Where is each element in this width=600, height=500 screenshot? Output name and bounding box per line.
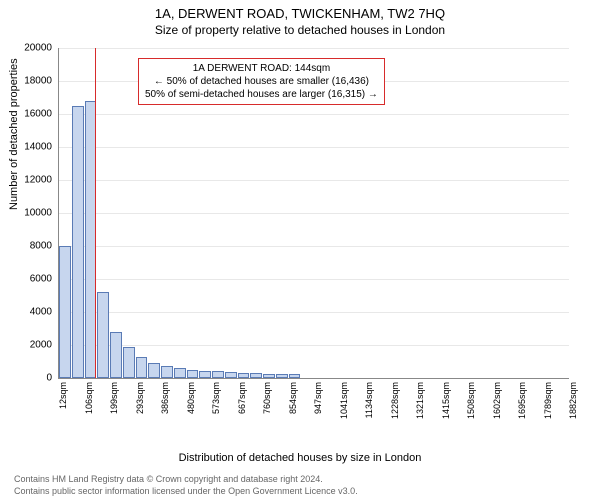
xtick-label: 1882sqm <box>568 382 578 419</box>
footer-line-2: Contains public sector information licen… <box>14 486 358 496</box>
xtick-label: 1695sqm <box>517 382 527 419</box>
histogram-bar <box>161 366 173 378</box>
xtick-label: 293sqm <box>135 382 145 414</box>
ytick-label: 12000 <box>12 175 52 186</box>
histogram-bar <box>199 371 211 378</box>
xtick-label: 1041sqm <box>339 382 349 419</box>
histogram-bar <box>238 373 250 378</box>
ytick-label: 6000 <box>12 274 52 285</box>
histogram-bar <box>225 372 237 378</box>
xtick-label: 573sqm <box>211 382 221 414</box>
histogram-bar <box>174 368 186 378</box>
xtick-label: 12sqm <box>58 382 68 409</box>
xtick-label: 480sqm <box>186 382 196 414</box>
xtick-label: 386sqm <box>160 382 170 414</box>
xtick-label: 854sqm <box>288 382 298 414</box>
grid-line <box>59 345 569 346</box>
xtick-label: 947sqm <box>313 382 323 414</box>
ytick-label: 16000 <box>12 109 52 120</box>
histogram-bar <box>276 374 288 378</box>
histogram-bar <box>263 374 275 378</box>
xtick-label: 1508sqm <box>466 382 476 419</box>
xtick-label: 760sqm <box>262 382 272 414</box>
histogram-bar <box>289 374 301 378</box>
xtick-label: 1602sqm <box>492 382 502 419</box>
ytick-label: 8000 <box>12 241 52 252</box>
histogram-bar <box>250 373 262 378</box>
histogram-bar <box>212 371 224 378</box>
footer-line-1: Contains HM Land Registry data © Crown c… <box>14 474 323 484</box>
xtick-label: 667sqm <box>237 382 247 414</box>
histogram-bar <box>136 357 148 378</box>
grid-line <box>59 213 569 214</box>
histogram-bar <box>72 106 84 378</box>
grid-line <box>59 114 569 115</box>
annotation-line-1: 1A DERWENT ROAD: 144sqm <box>145 62 378 75</box>
grid-line <box>59 246 569 247</box>
ytick-label: 14000 <box>12 142 52 153</box>
xtick-label: 106sqm <box>84 382 94 414</box>
grid-line <box>59 279 569 280</box>
ytick-label: 20000 <box>12 43 52 54</box>
main-title: 1A, DERWENT ROAD, TWICKENHAM, TW2 7HQ <box>0 0 600 21</box>
histogram-bar <box>187 370 199 378</box>
annotation-box: 1A DERWENT ROAD: 144sqm ← 50% of detache… <box>138 58 385 105</box>
chart-container: 1A, DERWENT ROAD, TWICKENHAM, TW2 7HQ Si… <box>0 0 600 500</box>
chart-area: 1A DERWENT ROAD: 144sqm ← 50% of detache… <box>58 48 568 378</box>
ytick-label: 0 <box>12 373 52 384</box>
ytick-label: 4000 <box>12 307 52 318</box>
ytick-label: 10000 <box>12 208 52 219</box>
xtick-label: 1321sqm <box>415 382 425 419</box>
histogram-bar <box>123 347 135 378</box>
grid-line <box>59 180 569 181</box>
annotation-line-2: ← 50% of detached houses are smaller (16… <box>145 75 378 88</box>
xtick-label: 1134sqm <box>364 382 374 418</box>
ytick-label: 18000 <box>12 76 52 87</box>
xtick-label: 1228sqm <box>390 382 400 419</box>
grid-line <box>59 147 569 148</box>
property-marker-line <box>95 48 96 378</box>
histogram-bar <box>97 292 109 378</box>
subtitle: Size of property relative to detached ho… <box>0 21 600 37</box>
grid-line <box>59 312 569 313</box>
ytick-label: 2000 <box>12 340 52 351</box>
grid-line <box>59 48 569 49</box>
annotation-line-3: 50% of semi-detached houses are larger (… <box>145 88 378 101</box>
histogram-bar <box>59 246 71 378</box>
histogram-bar <box>148 363 160 378</box>
x-axis-label: Distribution of detached houses by size … <box>0 452 600 464</box>
xtick-label: 1415sqm <box>441 382 451 419</box>
xtick-label: 199sqm <box>109 382 119 414</box>
xtick-label: 1789sqm <box>543 382 553 419</box>
histogram-bar <box>110 332 122 378</box>
